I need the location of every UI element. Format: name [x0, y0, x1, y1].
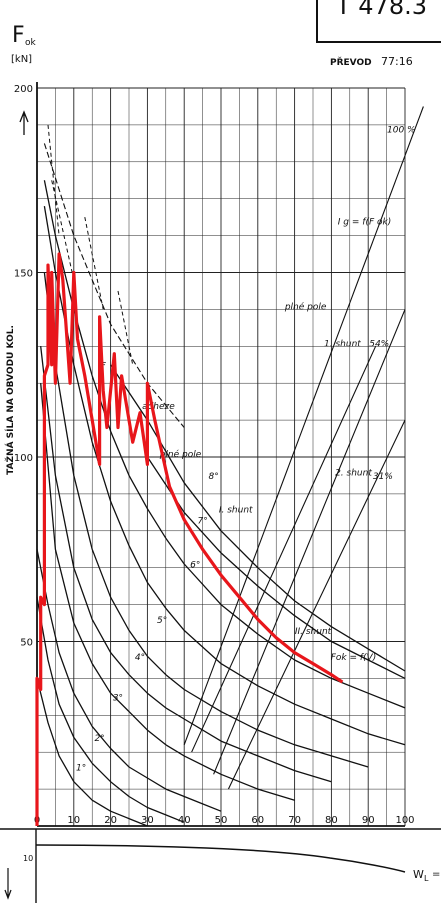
annotation-label: 31%: [373, 472, 393, 482]
annotation-label: 2°: [94, 734, 104, 744]
excitation-lines: [183, 106, 424, 790]
annotation-label: plné pole: [159, 449, 202, 460]
annotation-label: adheze: [142, 402, 175, 412]
series-line: [36, 678, 148, 827]
annotation-label: 8°: [209, 472, 219, 482]
y-axis-header: F ok [kN] TAŽNÁ SÍLA NA OBVODU KOL.: [4, 23, 37, 475]
dashed-segment: [51, 180, 75, 281]
y-tick-label: 100: [14, 453, 33, 464]
dashed-lines: [43, 124, 185, 428]
grid: [36, 82, 406, 827]
y-symbol: F: [12, 23, 25, 48]
series-line: [43, 205, 406, 746]
x-tick-label: 50: [215, 815, 228, 826]
adhesion-line: [43, 143, 185, 428]
series-line: [40, 383, 295, 801]
secondary-panel: 10 W L =: [0, 828, 441, 903]
lower-tick-label: 10: [23, 854, 33, 863]
annotation-label: I. shunt: [219, 505, 253, 515]
annotation-label: 1°: [76, 764, 86, 774]
x-tick-label: 10: [67, 815, 80, 826]
header: T 478.3 PŘEVOD 77:16: [316, 0, 441, 68]
ratio-label: PŘEVOD: [330, 56, 372, 68]
title-fragment: T 478.3: [335, 0, 427, 20]
title-box: [316, 0, 441, 43]
annotation-label: F: [101, 361, 107, 371]
dashed-segment: [47, 124, 60, 236]
annotation-label: 4°: [135, 653, 145, 663]
x-tick-label: 90: [362, 815, 375, 826]
series-line: [40, 346, 332, 783]
annotation-label: Fok = f(V): [331, 653, 377, 663]
x-tick-label: 70: [288, 815, 301, 826]
x-tick-label: 40: [178, 815, 191, 826]
annotation-label: 7°: [197, 516, 207, 526]
y-axis-title: TAŽNÁ SÍLA NA OBVODU KOL.: [4, 325, 16, 475]
y-symbol-sub: ok: [25, 38, 37, 48]
y-tick-label: 200: [14, 84, 33, 95]
series-line: [43, 272, 369, 768]
x-tick-label: 100: [395, 815, 414, 826]
y-tick-label: 150: [14, 269, 33, 280]
series-line: [36, 597, 185, 823]
dashed-segment: [117, 290, 134, 365]
lower-x-suffix: =: [432, 869, 440, 880]
annotation-label: 54%: [369, 339, 389, 349]
series-line: [36, 549, 222, 812]
series-line: [146, 456, 406, 679]
x-tick-label: 60: [251, 815, 264, 826]
annotation-label: 1. shunt: [324, 339, 361, 349]
excitation-line: [227, 419, 406, 790]
x-tick-label: 20: [104, 815, 117, 826]
annotation-label: plné pole: [284, 301, 327, 312]
excitation-line: [191, 346, 377, 753]
series-line: [43, 180, 406, 709]
excitation-line: [183, 106, 424, 745]
excitation-line: [213, 309, 406, 775]
annotation-label: 5°: [157, 616, 167, 626]
dashed-segment: [84, 217, 104, 310]
lower-x-symbol: W: [413, 868, 424, 881]
down-arrow-icon: [4, 868, 12, 900]
annotation-label: 100 %: [387, 125, 416, 135]
lower-x-symbol-sub: L: [424, 874, 429, 883]
resistance-curve: [35, 844, 406, 873]
ratio-value: 77:16: [381, 55, 413, 68]
annotation-label: 2. shunt: [335, 468, 372, 478]
annotation-label: II. shunt: [295, 627, 332, 637]
envelope-line: [35, 252, 344, 826]
y-arrow-icon: [19, 110, 29, 135]
y-unit: [kN]: [11, 54, 32, 65]
x-tick-label: 80: [325, 815, 338, 826]
y-tick-label: 50: [20, 638, 33, 649]
annotation-label: 6°: [190, 561, 200, 571]
annotation-label: 3°: [113, 694, 123, 704]
traction-envelope: [35, 252, 344, 826]
x-tick-label: 30: [141, 815, 154, 826]
annotation-label: I g = f(F ok): [338, 218, 391, 228]
